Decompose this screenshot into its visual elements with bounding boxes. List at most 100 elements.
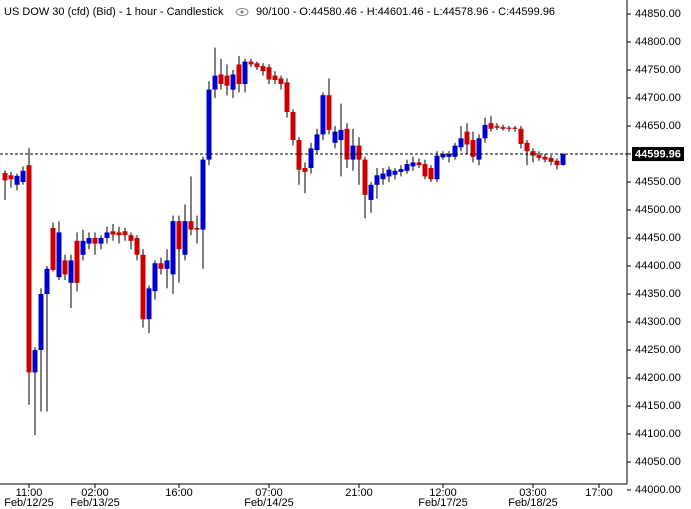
- candle-body: [218, 74, 224, 84]
- candle-body: [38, 294, 44, 350]
- candle-body: [32, 350, 38, 373]
- y-tick-label: 44550.00: [635, 176, 681, 188]
- candle-body: [548, 157, 554, 162]
- candle-body: [482, 124, 488, 139]
- candle-body: [278, 78, 284, 84]
- candle-body: [266, 67, 272, 80]
- y-tick-label: 44100.00: [635, 428, 681, 440]
- candle-body: [470, 140, 476, 157]
- candle-body: [56, 232, 62, 278]
- candle-body: [458, 138, 464, 148]
- candle-body: [452, 145, 458, 157]
- candle-body: [194, 227, 200, 230]
- candle-body: [392, 170, 398, 175]
- candle-body: [146, 288, 152, 320]
- y-tick-label: 44000.00: [635, 484, 681, 496]
- candle-body: [188, 221, 194, 230]
- candle-body: [242, 61, 248, 84]
- candle-body: [2, 173, 8, 181]
- x-tick-label: 03:00: [519, 487, 547, 499]
- candle-body: [176, 221, 182, 250]
- candle-body: [374, 175, 380, 185]
- y-tick-label: 44700.00: [635, 92, 681, 104]
- candle-body: [440, 154, 446, 158]
- eye-icon[interactable]: [235, 8, 249, 16]
- candle-body: [62, 260, 68, 275]
- x-tick-label: 11:00: [16, 487, 43, 499]
- ohlc-readout: 90/100 - O:44580.46 - H:44601.46 - L:445…: [256, 6, 555, 18]
- candle-body: [224, 75, 230, 86]
- x-tick-label: 21:00: [345, 487, 373, 499]
- candle-body: [74, 240, 80, 283]
- candle-body: [314, 134, 320, 151]
- candle-body: [290, 112, 296, 140]
- candle-body: [158, 263, 164, 269]
- candle-body: [410, 162, 416, 167]
- candle-body: [326, 95, 332, 130]
- x-tick-label: 16:00: [165, 487, 193, 499]
- candle-body: [356, 145, 362, 160]
- y-tick-label: 44350.00: [635, 288, 681, 300]
- candle-body: [248, 61, 254, 65]
- candle-body: [272, 75, 278, 81]
- x-date-label: Feb/18/25: [508, 497, 558, 509]
- last-price-label: 44599.96: [635, 148, 681, 160]
- y-tick-label: 44800.00: [635, 36, 681, 48]
- candle-body: [530, 151, 536, 156]
- candle-body: [200, 159, 206, 230]
- candle-body: [554, 160, 560, 166]
- y-tick-label: 44650.00: [635, 120, 681, 132]
- y-tick-label: 44050.00: [635, 456, 681, 468]
- candle-body: [332, 131, 338, 143]
- candle-body: [524, 142, 530, 152]
- candle-body: [404, 164, 410, 171]
- candle-body: [536, 155, 542, 158]
- x-tick-label: 12:00: [429, 487, 457, 499]
- x-date-label: Feb/13/25: [70, 497, 120, 509]
- candle-body: [308, 148, 314, 168]
- candle-body: [434, 155, 440, 180]
- y-tick-label: 44500.00: [635, 204, 681, 216]
- y-tick-label: 44750.00: [635, 64, 681, 76]
- candle-body: [416, 162, 422, 166]
- candle-body: [464, 131, 470, 145]
- candle-body: [80, 240, 86, 255]
- candle-body: [8, 175, 14, 180]
- candle-body: [284, 82, 290, 112]
- candle-body: [350, 145, 356, 160]
- y-tick-label: 44250.00: [635, 344, 681, 356]
- candle-body: [128, 235, 134, 241]
- candle-body: [422, 164, 428, 177]
- candle-body: [344, 128, 350, 160]
- candle-body: [338, 129, 344, 140]
- candle-body: [488, 123, 494, 129]
- candle-body: [152, 263, 158, 292]
- candle-body: [236, 64, 242, 84]
- candle-body: [212, 75, 218, 90]
- candle-body: [134, 238, 140, 255]
- candle-body: [386, 169, 392, 177]
- candle-body: [26, 165, 32, 373]
- candle-body: [518, 128, 524, 144]
- candle-body: [14, 175, 20, 185]
- x-date-label: Feb/14/25: [244, 497, 294, 509]
- candle-body: [296, 140, 302, 170]
- candle-body: [182, 221, 188, 255]
- candle-body: [170, 221, 176, 275]
- x-date-label: Feb/17/25: [418, 497, 468, 509]
- candle-body: [446, 154, 452, 157]
- candle-body: [116, 232, 122, 236]
- y-tick-label: 44850.00: [635, 8, 681, 20]
- candle-body: [320, 95, 326, 135]
- candle-body: [302, 168, 308, 172]
- x-tick-label: 17:00: [585, 487, 613, 499]
- candle-body: [68, 260, 74, 283]
- candle-body: [50, 227, 56, 270]
- candle-body: [206, 89, 212, 160]
- candle-body: [164, 260, 170, 269]
- candle-body: [476, 138, 482, 160]
- y-tick-label: 44150.00: [635, 400, 681, 412]
- candle-body: [92, 238, 98, 244]
